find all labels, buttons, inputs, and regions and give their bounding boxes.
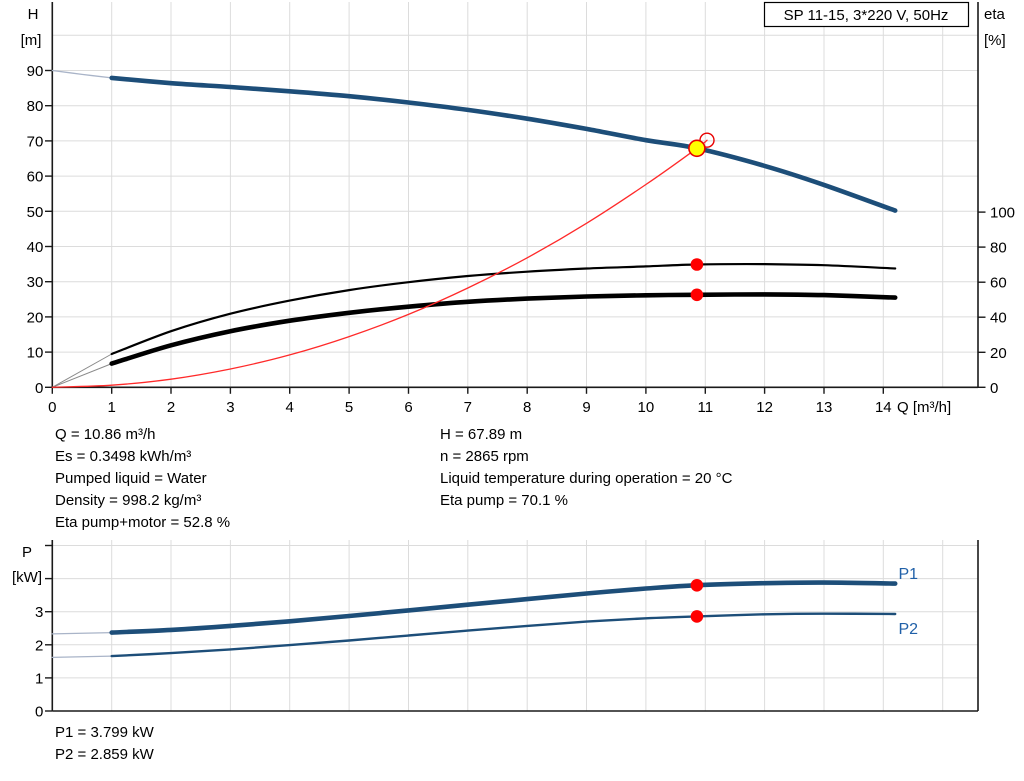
q-axis-title: Q [m³/h] bbox=[897, 399, 951, 416]
P2-curve-lead bbox=[51, 655, 113, 659]
info-line-eta-total: Eta pump+motor = 52.8 % bbox=[55, 514, 231, 531]
pump-model-box: SP 11-15, 3*220 V, 50Hz bbox=[763, 1, 970, 28]
h-tick-label: 10 bbox=[27, 345, 44, 362]
p2-dot bbox=[690, 610, 704, 623]
P1-curve bbox=[109, 580, 898, 635]
eta-pump-dot bbox=[690, 258, 704, 271]
P1-curve-lead bbox=[51, 631, 113, 635]
h-tick-label: 90 bbox=[27, 63, 44, 80]
q-tick-label: 7 bbox=[464, 399, 472, 416]
eta_pump_motor-curve bbox=[109, 292, 898, 366]
q-tick-label: 10 bbox=[638, 399, 655, 416]
q-tick-label: 14 bbox=[875, 399, 892, 416]
h-tick-label: 50 bbox=[27, 204, 44, 221]
eta-axis-title: eta bbox=[984, 6, 1006, 23]
info-line-q: Q = 10.86 m³/h bbox=[55, 426, 156, 443]
p-axis-title: P bbox=[22, 544, 32, 561]
p-tick-label: 1 bbox=[35, 670, 43, 687]
p-tick-label: 0 bbox=[35, 704, 43, 721]
q-tick-label: 8 bbox=[523, 399, 531, 416]
p-axis-unit: [kW] bbox=[12, 569, 42, 586]
info-line-h: H = 67.89 m bbox=[440, 426, 523, 443]
h-tick-label: 80 bbox=[27, 98, 44, 115]
q-tick-label: 1 bbox=[108, 399, 116, 416]
series-label-P2: P2 bbox=[899, 621, 919, 638]
power-info: P1 = 3.799 kW P2 = 2.859 kW bbox=[55, 722, 154, 766]
h-tick-label: 60 bbox=[27, 169, 44, 186]
info-line-density: Density = 998.2 kg/m³ bbox=[55, 492, 202, 509]
q-tick-label: 2 bbox=[167, 399, 175, 416]
series-label-P1: P1 bbox=[899, 566, 919, 583]
q-tick-label: 12 bbox=[756, 399, 773, 416]
h-tick-label: 40 bbox=[27, 239, 44, 256]
eta_pump-curve-lead bbox=[51, 353, 113, 388]
power-chart: 0 1 2 3 P1 P2 bbox=[35, 540, 979, 721]
eta-tick-label: 0 bbox=[990, 380, 998, 397]
eta-tick-label: 60 bbox=[990, 275, 1007, 292]
h-tick-label: 70 bbox=[27, 133, 44, 150]
h-axis-title: H bbox=[28, 6, 39, 23]
h-axis-unit: [m] bbox=[21, 32, 42, 49]
eta-tick-label: 20 bbox=[990, 345, 1007, 362]
pump-model-label: SP 11-15, 3*220 V, 50Hz bbox=[784, 7, 949, 24]
head-curve-lead bbox=[51, 69, 113, 79]
operating-info-right: H = 67.89 m n = 2865 rpm Liquid temperat… bbox=[440, 424, 732, 512]
eta_pump-curve bbox=[110, 262, 897, 356]
info-line-eta-pump: Eta pump = 70.1 % bbox=[440, 492, 568, 509]
q-tick-label: 13 bbox=[816, 399, 833, 416]
info-line-es: Es = 0.3498 kWh/m³ bbox=[55, 448, 192, 465]
q-tick-label: 3 bbox=[226, 399, 234, 416]
p1-dot bbox=[690, 579, 704, 592]
h-tick-label: 0 bbox=[35, 380, 43, 397]
operating-info-left: Q = 10.86 m³/h Es = 0.3498 kWh/m³ Pumped… bbox=[55, 424, 230, 534]
P2-curve bbox=[110, 612, 897, 658]
q-tick-label: 4 bbox=[286, 399, 294, 416]
eta-pump-motor-dot bbox=[690, 288, 704, 302]
info-line-p2: P2 = 2.859 kW bbox=[55, 746, 154, 763]
info-line-n: n = 2865 rpm bbox=[440, 448, 529, 465]
q-tick-label: 0 bbox=[48, 399, 56, 416]
pump-model-box-frame bbox=[763, 1, 970, 28]
p-tick-label: 3 bbox=[35, 604, 43, 621]
q-tick-label: 5 bbox=[345, 399, 353, 416]
info-line-liquid: Pumped liquid = Water bbox=[55, 470, 207, 487]
eta-tick-label: 100 bbox=[990, 205, 1015, 222]
h-tick-label: 20 bbox=[27, 309, 44, 326]
q-tick-label: 9 bbox=[582, 399, 590, 416]
info-line-temp: Liquid temperature during operation = 20… bbox=[440, 470, 733, 487]
duty-point bbox=[688, 139, 706, 158]
system_curve-curve bbox=[51, 139, 708, 388]
head-curve bbox=[109, 75, 898, 213]
eta-axis-unit: [%] bbox=[984, 32, 1006, 49]
q-tick-label: 6 bbox=[404, 399, 412, 416]
h-tick-label: 30 bbox=[27, 274, 44, 291]
eta_pump_motor-curve-lead bbox=[51, 363, 113, 388]
eta-tick-label: 80 bbox=[990, 240, 1007, 257]
q-tick-label: 11 bbox=[698, 399, 714, 416]
p-tick-label: 2 bbox=[35, 637, 43, 654]
eta-tick-label: 40 bbox=[990, 310, 1007, 327]
info-line-p1: P1 = 3.799 kW bbox=[55, 724, 154, 741]
